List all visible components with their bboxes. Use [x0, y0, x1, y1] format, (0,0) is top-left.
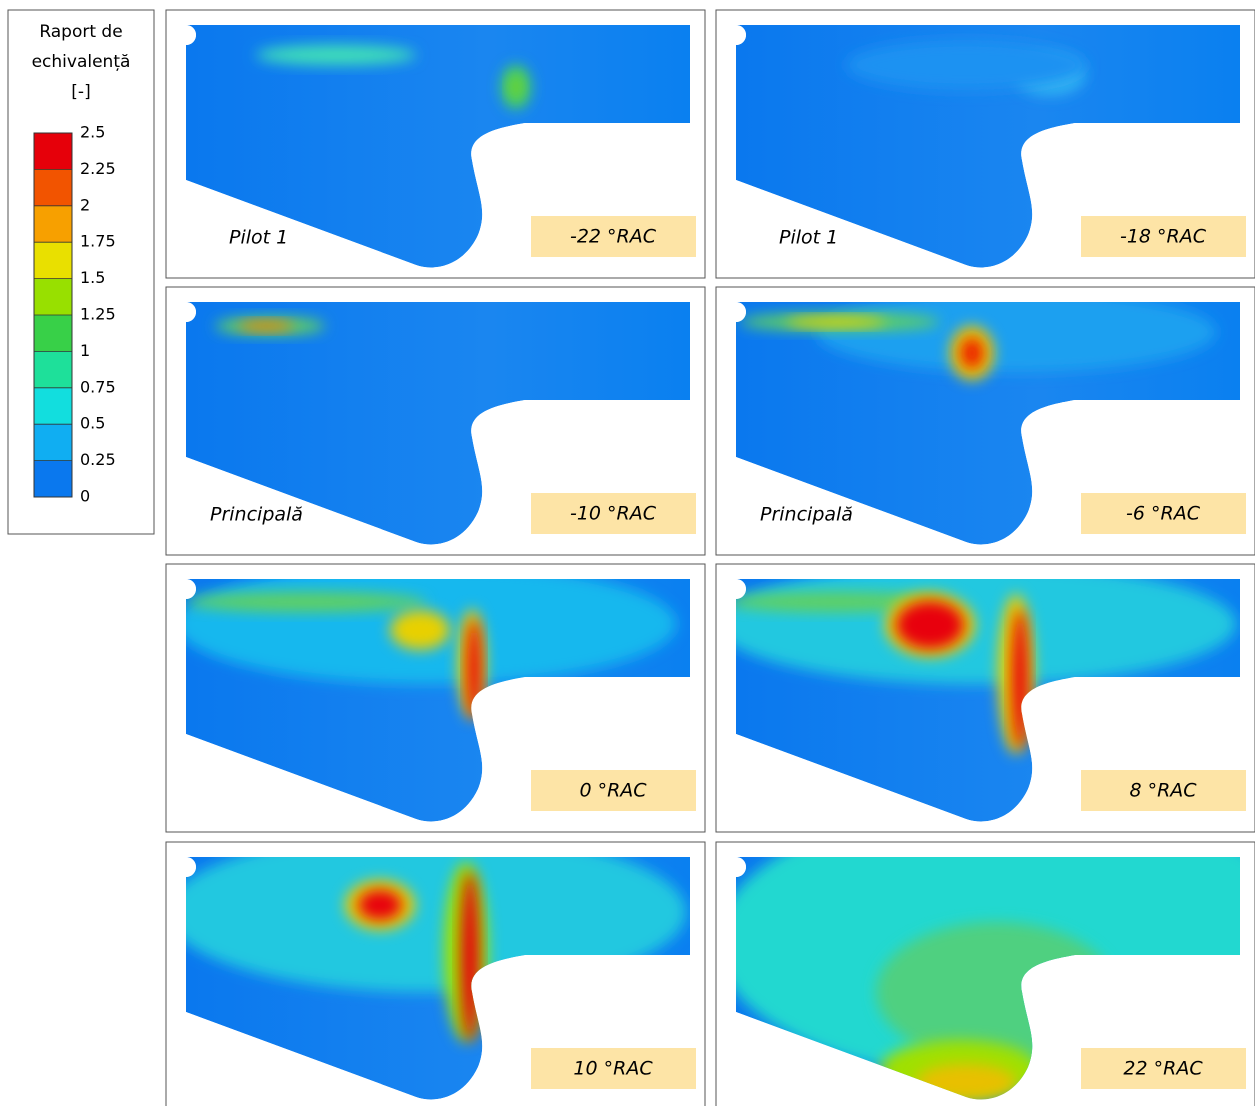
mode-label: Principală	[210, 504, 303, 526]
colorbar-band	[34, 315, 72, 352]
panel: 8 °RAC	[715, 563, 1255, 833]
mode-label: Pilot 1	[229, 227, 288, 249]
angle-label: 10 °RAC	[573, 1058, 653, 1080]
heat-region	[960, 337, 984, 369]
colorbar-band	[34, 169, 72, 207]
panel: 10 °RAC	[165, 841, 706, 1110]
heat-region	[358, 890, 402, 920]
legend-title: Raport de	[39, 22, 122, 42]
angle-box	[1081, 493, 1246, 534]
panel: Principală -10 °RAC	[165, 286, 706, 556]
angle-label: -22 °RAC	[570, 226, 657, 248]
contour-field	[736, 579, 1240, 822]
angle-box	[531, 1048, 696, 1089]
colorbar-band	[34, 205, 72, 243]
chamber	[736, 25, 1240, 268]
colorbar-band	[34, 460, 72, 498]
heat-region	[896, 601, 964, 649]
colorbar-label: 1.75	[80, 232, 116, 251]
legend-box	[7, 9, 155, 535]
colorbar-band	[34, 278, 72, 316]
colorbar-label: 0	[80, 487, 90, 506]
heat-region	[816, 302, 1216, 372]
angle-box	[1081, 1048, 1246, 1089]
angle-label: 0 °RAC	[579, 780, 647, 802]
heat-region	[736, 579, 1236, 684]
angle-box	[1081, 216, 1246, 257]
contour-field	[186, 25, 690, 268]
colorbar-frame	[33, 132, 73, 498]
colorbar-band	[34, 242, 72, 280]
colorbar-label: 2	[80, 195, 90, 214]
panel: 0 °RAC	[165, 563, 706, 833]
colorbar-label: 1	[80, 341, 90, 360]
colorbar-band	[34, 387, 72, 425]
heat-region	[509, 75, 523, 99]
angle-label: 8 °RAC	[1129, 780, 1197, 802]
heat-region	[390, 610, 450, 650]
legend-title: echivalență	[32, 52, 131, 72]
angle-label: -6 °RAC	[1126, 503, 1201, 525]
angle-label: -10 °RAC	[570, 503, 657, 525]
contour-field	[736, 25, 1240, 268]
panel: Pilot 1 -18 °RAC	[715, 9, 1255, 279]
heat-region	[238, 321, 294, 331]
colorbar-band	[34, 424, 72, 462]
heat-region	[736, 592, 946, 612]
colorbar-band	[34, 351, 72, 389]
heat-region	[186, 592, 426, 612]
colorbar-label: 0.75	[80, 377, 116, 396]
contour-field	[186, 302, 690, 545]
angle-label: 22 °RAC	[1123, 1058, 1203, 1080]
angle-box	[531, 493, 696, 534]
colorbar-label: 1.25	[80, 305, 116, 324]
colorbar-label: 0.25	[80, 450, 116, 469]
mode-label: Principală	[760, 504, 853, 526]
panel: Pilot 1 -22 °RAC	[165, 9, 706, 279]
legend-title: [-]	[71, 82, 90, 102]
heat-region	[846, 40, 1086, 90]
colorbar-label: 0.5	[80, 414, 105, 433]
colorbar-label: 1.5	[80, 268, 105, 287]
panel: Principală -6 °RAC	[715, 286, 1255, 556]
heat-region	[256, 45, 416, 65]
chamber	[186, 302, 690, 545]
angle-box	[1081, 770, 1246, 811]
angle-box	[531, 770, 696, 811]
colorbar-band	[34, 133, 72, 170]
panel: 22 °RAC	[715, 841, 1255, 1110]
mode-label: Pilot 1	[779, 227, 838, 249]
heat-region	[786, 317, 886, 327]
colorbar-label: 2.25	[80, 159, 116, 178]
angle-label: -18 °RAC	[1120, 226, 1207, 248]
angle-box	[531, 216, 696, 257]
heat-region	[186, 857, 686, 992]
contour-field	[736, 302, 1240, 545]
heat-region	[461, 872, 479, 1042]
chamber	[186, 25, 690, 268]
contour-field	[186, 579, 690, 822]
colorbar-label: 2.5	[80, 123, 105, 142]
